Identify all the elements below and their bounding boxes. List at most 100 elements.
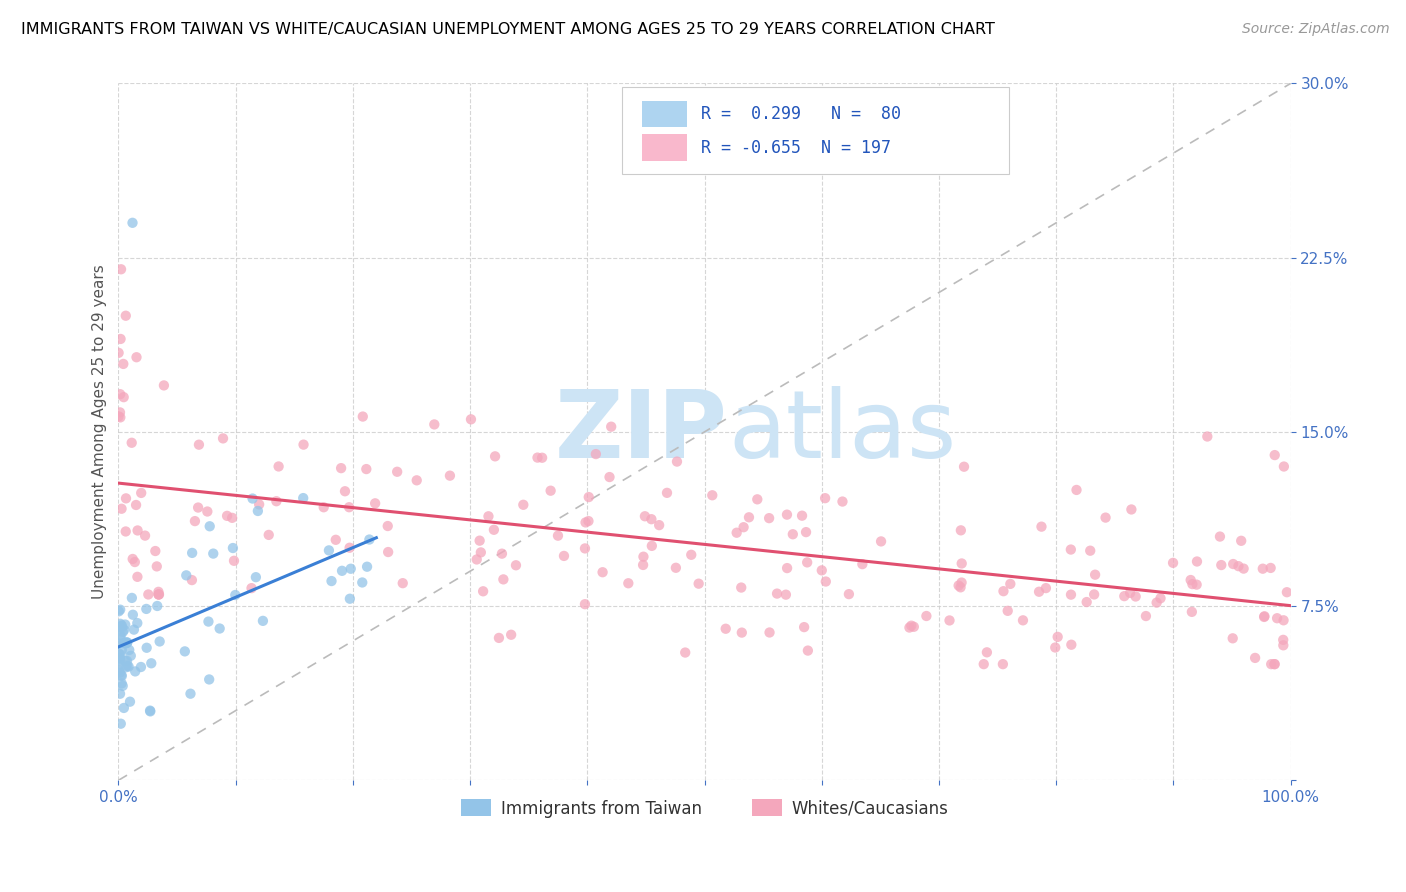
Point [108, 664, 131, 678]
Point [110, 632, 132, 646]
Point [337, 500, 360, 515]
Point [139, 705, 162, 719]
Point [730, 581, 752, 595]
Point [1209, 530, 1232, 544]
Point [111, 620, 134, 634]
Point [1180, 573, 1202, 587]
Point [578, 490, 600, 504]
Point [110, 716, 132, 731]
Point [359, 533, 381, 547]
Point [148, 587, 170, 601]
Point [118, 643, 141, 657]
Point [747, 492, 769, 507]
Point [1146, 596, 1168, 610]
Point [950, 557, 973, 571]
Point [222, 541, 245, 555]
Point [599, 470, 621, 484]
Point [790, 508, 813, 523]
Point [127, 524, 149, 538]
Point [240, 581, 263, 595]
Point [814, 574, 837, 589]
Point [114, 309, 136, 323]
Point [246, 504, 269, 518]
Point [1253, 610, 1275, 624]
Point [179, 687, 201, 701]
Point [1275, 585, 1298, 599]
Point [125, 498, 148, 512]
Point [110, 619, 132, 633]
Point [460, 412, 482, 426]
Point [107, 636, 129, 650]
Point [949, 524, 972, 538]
Point [111, 669, 134, 683]
Point [120, 648, 142, 663]
Point [1227, 559, 1250, 574]
Point [1046, 630, 1069, 644]
Point [1076, 595, 1098, 609]
Point [1185, 554, 1208, 568]
Point [108, 647, 131, 661]
Point [108, 654, 131, 668]
Point [714, 622, 737, 636]
Point [997, 604, 1019, 618]
Point [117, 659, 139, 673]
Point [758, 625, 780, 640]
Point [976, 645, 998, 659]
Point [121, 591, 143, 605]
Point [540, 483, 562, 498]
Point [797, 643, 820, 657]
Point [592, 566, 614, 580]
Point [333, 484, 356, 499]
Point [472, 584, 495, 599]
Point [115, 635, 138, 649]
Point [574, 541, 596, 556]
Point [110, 668, 132, 682]
Point [339, 591, 361, 606]
Point [1265, 611, 1288, 625]
Point [1181, 577, 1204, 591]
Point [111, 624, 134, 639]
Point [903, 620, 925, 634]
Point [339, 562, 361, 576]
Point [631, 558, 654, 572]
Point [339, 541, 361, 555]
Point [112, 357, 135, 371]
Point [831, 494, 853, 508]
Point [1012, 613, 1035, 627]
Point [491, 547, 513, 561]
Point [1272, 459, 1295, 474]
Point [574, 516, 596, 530]
Point [318, 543, 340, 558]
Point [1060, 638, 1083, 652]
Point [107, 346, 129, 360]
Point [814, 491, 837, 505]
Point [245, 570, 267, 584]
Point [898, 621, 921, 635]
Point [127, 616, 149, 631]
Point [1094, 510, 1116, 524]
Text: R = -0.655  N = 197: R = -0.655 N = 197 [702, 138, 891, 157]
Point [121, 435, 143, 450]
Point [352, 575, 374, 590]
Point [114, 654, 136, 668]
Point [115, 635, 138, 649]
Point [141, 657, 163, 671]
Point [111, 643, 134, 657]
Point [641, 539, 664, 553]
Point [1028, 584, 1050, 599]
Point [1149, 591, 1171, 606]
Point [124, 555, 146, 569]
Point [111, 618, 134, 632]
Point [377, 545, 399, 559]
Point [224, 588, 246, 602]
Point [766, 586, 789, 600]
Point [553, 549, 575, 563]
Point [356, 462, 378, 476]
Point [110, 501, 132, 516]
Point [108, 650, 131, 665]
Point [129, 660, 152, 674]
Point [993, 584, 1015, 599]
Point [187, 500, 209, 515]
Point [775, 588, 797, 602]
Point [1060, 542, 1083, 557]
